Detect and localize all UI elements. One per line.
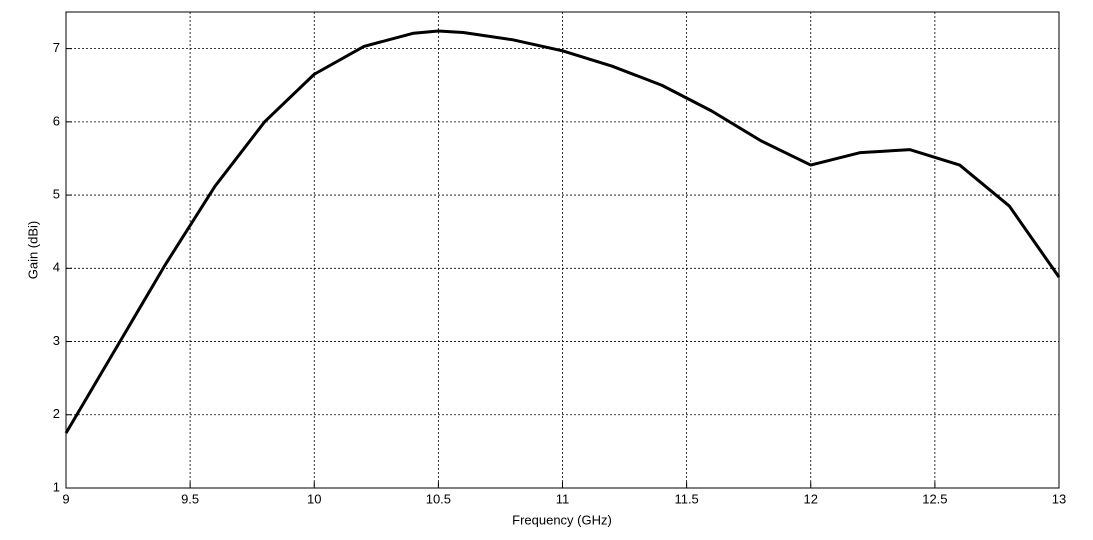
y-tick-label: 3: [53, 333, 60, 348]
data-line: [64, 29, 1061, 434]
y-tick-label: 1: [53, 479, 60, 494]
y-tick-label: 4: [53, 260, 60, 275]
x-tick-label: 10: [307, 491, 321, 506]
x-tick-label: 11.5: [674, 491, 698, 506]
x-tick-label: 11: [556, 491, 570, 506]
y-tick-label: 2: [53, 406, 60, 421]
y-tick-label: 6: [53, 113, 60, 128]
x-axis-label: Frequency (GHz): [512, 512, 612, 527]
x-tick-label: 9: [62, 491, 69, 506]
x-tick-label: 13: [1052, 491, 1066, 506]
x-tick-label: 12.5: [922, 491, 947, 506]
plot-frame: [65, 11, 1060, 489]
x-tick-label: 12: [804, 491, 818, 506]
y-axis-label: Gain (dBi): [25, 221, 40, 280]
x-tick-label: 9.5: [181, 491, 199, 506]
y-tick-label: 7: [53, 40, 60, 55]
x-tick-label: 10.5: [426, 491, 451, 506]
y-tick-label: 5: [53, 187, 60, 202]
